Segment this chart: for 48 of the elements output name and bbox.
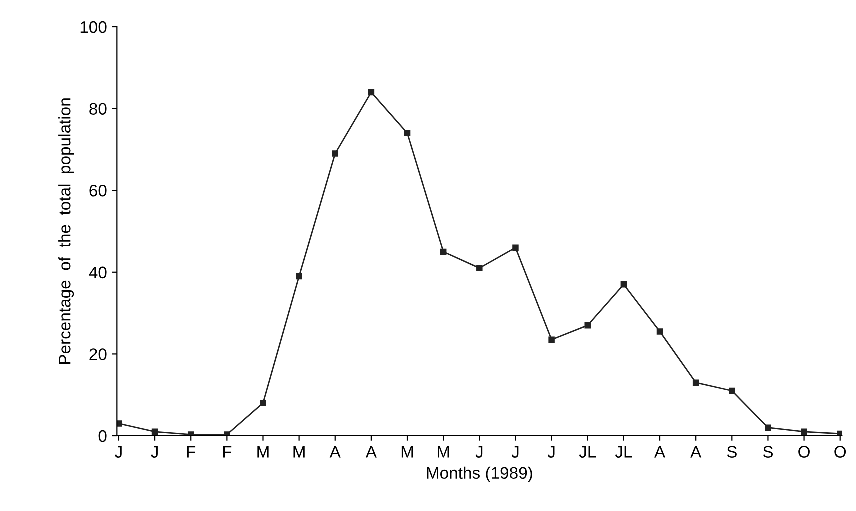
point (512, 244, 519, 251)
point (548, 336, 555, 344)
x-axis-title: Months (1989) (427, 466, 532, 482)
point (801, 428, 808, 436)
point (404, 130, 411, 136)
x-tick-label: A (330, 446, 341, 458)
point (765, 424, 772, 431)
x-tick-label: O (798, 446, 810, 458)
x-tick-label: S (763, 446, 774, 458)
x-tick-label: M (258, 446, 269, 458)
x-tick-label: A (366, 446, 377, 458)
point (476, 265, 483, 272)
x-tick-label: M (294, 446, 305, 458)
x-tick-label: JL (615, 446, 632, 458)
point (332, 150, 339, 157)
point (368, 89, 375, 96)
x-tick-label: J (548, 446, 555, 458)
x-tick-label: J (476, 446, 483, 458)
point (152, 428, 158, 436)
y-tick-label: 20 (90, 348, 107, 360)
x-tick-label: F (223, 446, 232, 458)
y-tick-label: 80 (90, 103, 107, 116)
point (656, 328, 664, 335)
point (837, 430, 842, 436)
x-tick-label: O (834, 446, 846, 458)
y-tick-label: 40 (89, 266, 107, 279)
point (117, 420, 122, 427)
y-tick-label: 0 (98, 430, 107, 442)
x-tick-label: S (727, 446, 737, 458)
point (260, 400, 266, 406)
x-tick-label: F (187, 446, 196, 458)
x-tick-label: J (151, 446, 158, 458)
point (692, 380, 700, 386)
point (620, 282, 628, 288)
point (296, 273, 302, 280)
x-tick-label: M (438, 446, 450, 458)
x-tick-label: A (654, 446, 666, 458)
x-tick-label: J (115, 446, 122, 458)
y-axis-title: Percentage of the total population (58, 98, 74, 364)
y-tick-label: 60 (90, 185, 107, 197)
y-tick-label: 100 (80, 21, 107, 34)
point (584, 322, 591, 329)
point (729, 388, 736, 394)
x-tick-label: A (690, 446, 702, 458)
point (440, 248, 447, 256)
x-tick-label: M (402, 446, 414, 458)
x-tick-label: J (512, 446, 519, 458)
x-tick-label: JL (579, 446, 596, 458)
